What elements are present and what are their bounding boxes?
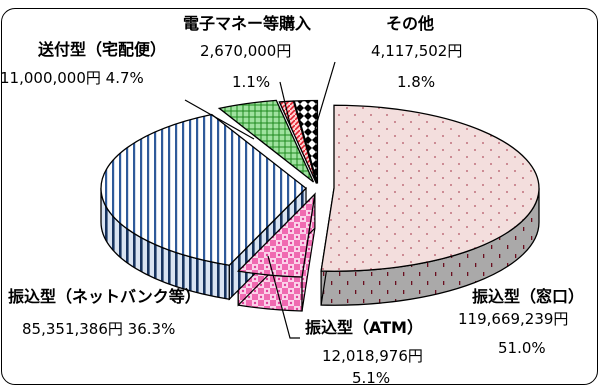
leader-line-other [314,61,336,130]
slice-5 [293,99,319,184]
leader-line-emoney [279,81,292,129]
label-atm-name: 振込型（ATM） [305,318,423,337]
label-emoney-percent: 1.1% [232,73,271,91]
label-emoney-name: 電子マネー等購入 [183,14,312,33]
slice-1 [236,192,316,278]
label-other-amount: 4,117,502円 [371,42,463,60]
slice-2 [100,113,307,266]
leader-line-atm [267,255,300,339]
label-takuhai-name: 送付型（宅配便） [38,40,167,59]
label-atm-amount: 12,018,976円 [322,347,423,365]
label-takuhai-amount: 11,000,000円 4.7% [0,69,144,87]
label-netbank-amount: 85,351,386円 36.3% [22,320,176,338]
label-emoney-amount: 2,670,000円 [200,42,292,60]
slice-4 [278,100,318,184]
slice-0 [320,104,540,272]
label-atm-percent: 5.1% [352,369,391,387]
leader-line-takuhai [184,99,255,140]
label-madoguchi-amount: 119,669,239円 [458,310,569,328]
slice-3 [217,99,315,183]
label-madoguchi-name: 振込型（窓口） [472,287,585,306]
label-madoguchi-percent: 51.0% [498,339,546,357]
label-other-name: その他 [386,14,435,33]
label-other-percent: 1.8% [397,73,436,91]
label-netbank-name: 振込型（ネットバンク等） [8,287,201,306]
